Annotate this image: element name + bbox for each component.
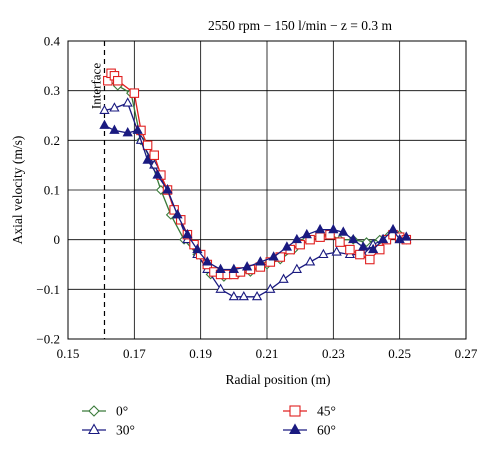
- data-point-triangle: [318, 248, 329, 259]
- chart-title: 2550 rpm − 150 l/min − z = 0.3 m: [208, 18, 393, 33]
- x-tick-label: 0.17: [123, 346, 146, 361]
- data-point-triangle: [251, 290, 263, 301]
- data-point-triangle: [304, 256, 316, 266]
- grid: [67, 40, 467, 340]
- data-point-triangle-filled: [301, 228, 312, 239]
- y-tick-label: 0.2: [44, 133, 60, 148]
- y-tick-label: 0.4: [44, 34, 61, 49]
- data-point-triangle-filled: [192, 243, 203, 254]
- legend-item: 30°: [82, 423, 135, 438]
- data-point-triangle-filled: [241, 261, 253, 271]
- data-point-triangle-filled: [228, 263, 239, 273]
- data-point-triangle-filled: [132, 124, 143, 134]
- x-tick-label: 0.19: [189, 346, 212, 361]
- data-point-triangle-filled: [368, 243, 379, 254]
- legend: 0° 30° 45° 60°: [82, 404, 336, 438]
- data-point-triangle-filled: [291, 233, 302, 244]
- data-point-triangle-filled: [314, 223, 326, 234]
- data-point-triangle-filled: [394, 233, 405, 244]
- data-point-triangle-filled: [377, 233, 389, 244]
- data-point-square: [129, 88, 140, 98]
- y-tick-label: 0.3: [44, 83, 60, 98]
- data-point-square: [345, 244, 355, 255]
- data-point-diamond: [88, 405, 100, 417]
- x-axis-title: Radial position (m): [226, 372, 331, 387]
- data-point-square: [355, 249, 365, 260]
- data-point-triangle-filled: [109, 124, 120, 134]
- data-point-triangle: [122, 97, 133, 107]
- data-point-triangle-filled: [387, 223, 399, 234]
- data-point-triangle-filled: [172, 208, 183, 219]
- data-point-triangle-filled: [152, 169, 163, 179]
- series-line: [107, 72, 407, 276]
- y-tick-label: −0.1: [36, 282, 60, 297]
- y-axis-title: Axial velocity (m/s): [10, 136, 25, 245]
- x-tick-label: 0.25: [388, 346, 411, 361]
- data-point-square: [113, 75, 123, 86]
- data-point-triangle: [109, 102, 120, 112]
- data-point-square: [142, 140, 153, 151]
- data-point-triangle: [265, 283, 276, 293]
- data-point-triangle: [215, 283, 226, 293]
- x-tick-label: 0.21: [256, 346, 279, 361]
- legend-label: 60°: [317, 423, 336, 438]
- x-tick-label: 0.15: [57, 346, 80, 361]
- data-point-triangle: [331, 246, 342, 256]
- data-point-triangle-filled: [142, 154, 153, 164]
- data-point-square: [289, 405, 301, 417]
- y-tick-label: 0: [54, 232, 61, 247]
- data-point-triangle: [228, 290, 239, 301]
- data-point-triangle: [88, 423, 100, 435]
- data-point-triangle-filled: [281, 241, 293, 251]
- interface-label: Interface: [88, 63, 103, 109]
- data-point-triangle-filled: [99, 119, 110, 129]
- data-point-triangle: [278, 273, 289, 283]
- data-point-triangle-filled: [215, 263, 226, 273]
- data-point-triangle: [291, 263, 302, 273]
- data-point-square: [365, 254, 375, 265]
- data-point-square: [335, 237, 345, 247]
- legend-item: 0°: [82, 404, 128, 419]
- data-point-triangle-filled: [255, 256, 266, 266]
- data-point-square: [315, 232, 325, 242]
- data-point-triangle-filled: [162, 184, 173, 194]
- data-point-triangle-filled: [401, 231, 412, 241]
- y-tick-label: 0.1: [44, 183, 60, 198]
- plot-frame: [67, 40, 467, 340]
- legend-label: 0°: [116, 404, 128, 419]
- data-point-triangle-filled: [328, 223, 339, 234]
- annotation-layer: Interface: [88, 41, 106, 339]
- data-point-triangle-filled: [268, 251, 279, 261]
- data-point-triangle-filled: [122, 127, 133, 137]
- legend-item: 45°: [283, 404, 336, 419]
- data-point-triangle-filled: [338, 226, 349, 236]
- data-point-triangle: [238, 290, 249, 301]
- data-point-triangle-filled: [358, 241, 369, 251]
- legend-item: 60°: [283, 423, 336, 438]
- legend-label: 30°: [116, 423, 135, 438]
- data-point-triangle-filled: [289, 423, 301, 435]
- series-4: [99, 119, 412, 273]
- x-tick-label: 0.27: [455, 346, 478, 361]
- data-point-triangle-filled: [182, 228, 193, 239]
- data-point-triangle-filled: [348, 233, 359, 244]
- data-point-triangle-filled: [202, 256, 213, 266]
- x-tick-label: 0.23: [322, 346, 345, 361]
- data-point-square: [149, 150, 159, 160]
- data-point-triangle: [99, 104, 110, 115]
- tick-labels: 0.15 0.17 0.19 0.21 0.23 0.25 0.27 −0.2 −0.1 0 0.1…: [36, 34, 477, 362]
- series-layer: [99, 68, 412, 301]
- legend-label: 45°: [317, 404, 336, 419]
- y-tick-label: −0.2: [36, 332, 60, 347]
